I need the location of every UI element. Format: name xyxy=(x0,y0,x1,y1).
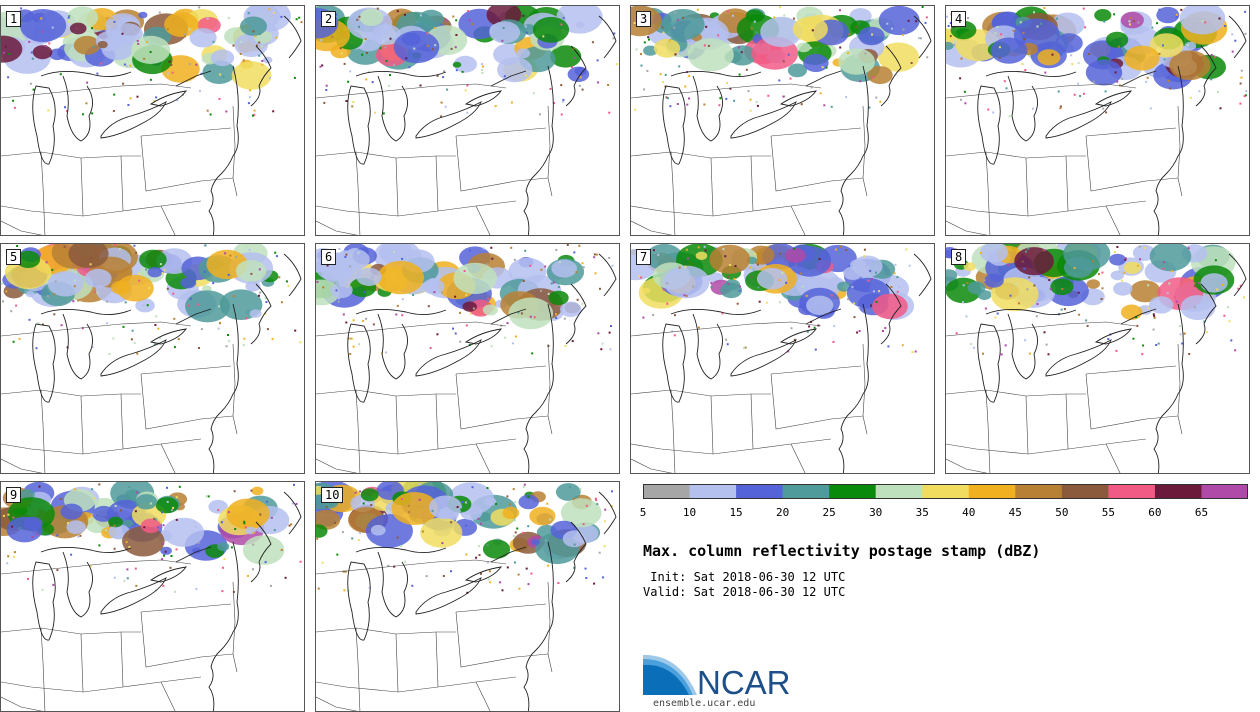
reflectivity-map xyxy=(631,6,932,235)
colorbar-tick-label: 35 xyxy=(915,506,929,519)
colorbar-swatch xyxy=(829,484,877,499)
colorbar-swatch xyxy=(1154,484,1202,499)
reflectivity-field xyxy=(1,6,303,117)
ensemble-member-map: 5 xyxy=(0,243,305,474)
ensemble-member-map: 4 xyxy=(945,5,1250,236)
colorbar-swatch xyxy=(1061,484,1109,499)
colorbar-swatch xyxy=(1108,484,1156,499)
reflectivity-map xyxy=(316,482,617,711)
colorbar-tick-label: 40 xyxy=(962,506,976,519)
colorbar-swatch xyxy=(689,484,737,499)
member-label: 8 xyxy=(951,249,967,265)
colorbar-swatch xyxy=(968,484,1016,499)
ensemble-member-map: 9 xyxy=(0,481,305,712)
ensemble-member-map: 7 xyxy=(630,243,935,474)
colorbar-tick-label: 60 xyxy=(1148,506,1162,519)
member-label: 5 xyxy=(6,249,22,265)
colorbar-swatch xyxy=(875,484,923,499)
reflectivity-field xyxy=(631,244,917,354)
colorbar-swatch xyxy=(1201,484,1248,499)
member-label: 1 xyxy=(6,11,22,27)
reflectivity-map xyxy=(1,482,302,711)
colorbar-tick-label: 25 xyxy=(822,506,836,519)
ensemble-member-map: 6 xyxy=(315,243,620,474)
figure-title: Max. column reflectivity postage stamp (… xyxy=(643,542,1041,560)
reflectivity-map xyxy=(946,244,1247,473)
colorbar-tick-label: 55 xyxy=(1101,506,1115,519)
colorbar-tick-label: 30 xyxy=(869,506,883,519)
ensemble-member-map: 3 xyxy=(630,5,935,236)
valid-time: Valid: Sat 2018-06-30 12 UTC xyxy=(643,585,846,599)
reflectivity-field xyxy=(631,6,929,112)
reflectivity-field xyxy=(316,6,618,118)
colorbar-tick-label: 15 xyxy=(729,506,743,519)
colorbar xyxy=(643,484,1248,499)
member-label: 10 xyxy=(321,487,344,503)
reflectivity-field xyxy=(316,244,614,355)
reflectivity-map xyxy=(946,6,1248,235)
ensemble-member-map: 8 xyxy=(945,243,1250,474)
member-label: 6 xyxy=(321,249,337,265)
reflectivity-map xyxy=(1,6,303,235)
member-label: 3 xyxy=(636,11,652,27)
member-label: 2 xyxy=(321,11,337,27)
reflectivity-map xyxy=(1,244,302,473)
colorbar-tick-label: 45 xyxy=(1008,506,1022,519)
logo-url: ensemble.ucar.edu xyxy=(653,698,756,709)
ensemble-member-map: 10 xyxy=(315,481,620,712)
member-label: 4 xyxy=(951,11,967,27)
reflectivity-map xyxy=(316,244,617,473)
colorbar-tick-label: 65 xyxy=(1194,506,1209,519)
ensemble-member-map: 1 xyxy=(0,5,305,236)
reflectivity-field xyxy=(316,482,613,594)
colorbar-tick-label: 5 xyxy=(639,506,647,519)
colorbar-tick-label: 20 xyxy=(775,506,790,519)
colorbar-swatch xyxy=(643,484,691,499)
reflectivity-field xyxy=(946,6,1248,118)
colorbar-swatch xyxy=(922,484,970,499)
reflectivity-field xyxy=(1,244,302,355)
reflectivity-field xyxy=(946,244,1245,356)
ensemble-member-map: 2 xyxy=(315,5,620,236)
colorbar-swatch xyxy=(1015,484,1063,499)
reflectivity-map xyxy=(631,244,932,473)
init-time: Init: Sat 2018-06-30 12 UTC xyxy=(643,570,846,584)
member-label: 7 xyxy=(636,249,652,265)
colorbar-swatch xyxy=(736,484,784,499)
colorbar-swatch xyxy=(782,484,830,499)
colorbar-tick-label: 50 xyxy=(1055,506,1069,519)
member-label: 9 xyxy=(6,487,22,503)
reflectivity-field xyxy=(1,482,302,593)
colorbar-tick-label: 10 xyxy=(682,506,697,519)
ncar-logo: NCAR xyxy=(643,655,791,697)
reflectivity-map xyxy=(316,6,618,235)
logo-text: NCAR xyxy=(697,664,791,697)
